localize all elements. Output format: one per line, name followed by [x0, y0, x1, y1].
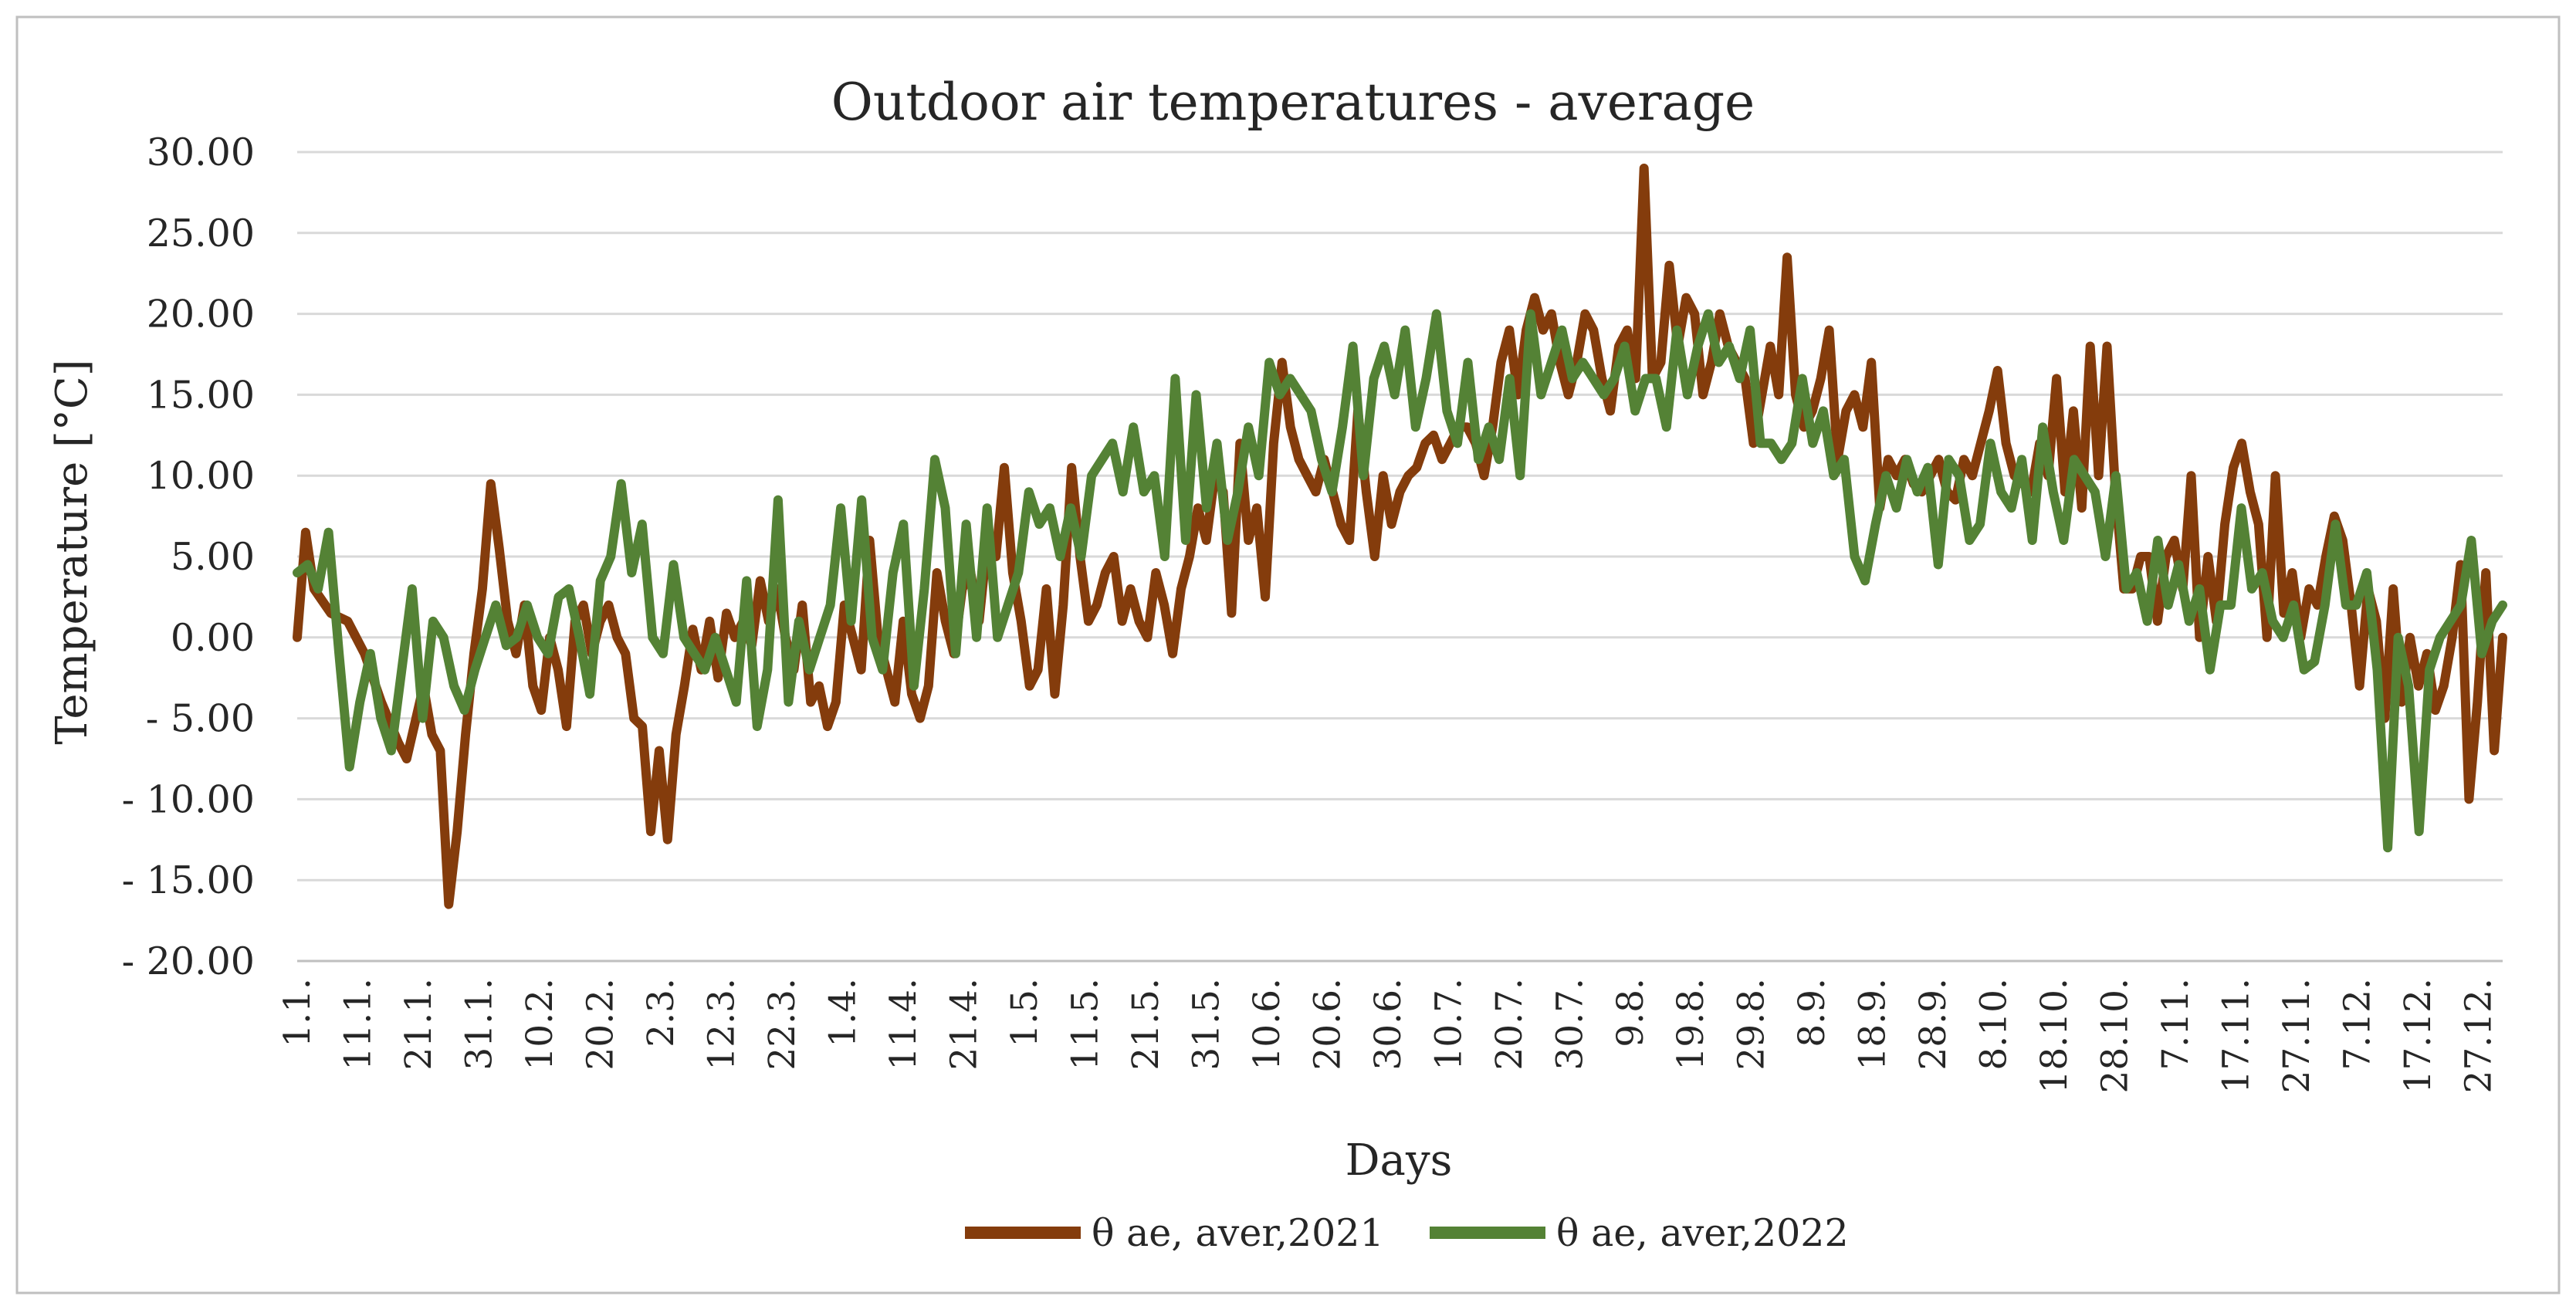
y-tick-label: 15.00	[147, 373, 255, 417]
x-tick-label: 20.7.	[1488, 978, 1531, 1071]
x-tick-label: 9.8.	[1610, 978, 1652, 1047]
x-tick-label: 29.8.	[1731, 978, 1773, 1071]
y-axis-ticks: 30.00 25.00 20.00 15.00 10.00 5.00 0.00 - 5.00 -…	[122, 130, 255, 983]
x-tick-label: 10.6.	[1246, 978, 1288, 1071]
x-tick-label: 8.10.	[1973, 978, 2016, 1071]
x-tick-label: 28.9.	[1912, 978, 1955, 1071]
y-tick-label: - 5.00	[146, 697, 255, 741]
x-tick-label: 17.11.	[2215, 978, 2258, 1094]
x-tick-label: 20.2.	[579, 978, 621, 1071]
x-tick-label: 30.7.	[1549, 978, 1591, 1071]
legend: θ ae, aver,2021 θ ae, aver,2022	[965, 1211, 1849, 1255]
x-tick-label: 11.4.	[882, 978, 925, 1071]
x-tick-label: 31.5.	[1185, 978, 1227, 1071]
x-tick-label: 20.6.	[1306, 978, 1349, 1071]
y-tick-label: 30.00	[147, 130, 255, 174]
series-line-2022	[293, 309, 2507, 853]
x-tick-label: 18.9.	[1852, 978, 1894, 1071]
x-tick-label: 7.12.	[2337, 978, 2379, 1071]
x-tick-label: 11.1.	[337, 978, 379, 1071]
x-tick-label: 10.7.	[1427, 978, 1470, 1071]
x-tick-label: 21.1.	[398, 978, 440, 1071]
x-tick-label: 19.8.	[1670, 978, 1712, 1071]
x-tick-label: 11.5.	[1064, 978, 1106, 1071]
x-tick-label: 31.1.	[458, 978, 500, 1071]
y-tick-label: 20.00	[147, 293, 255, 337]
series-lines	[293, 164, 2507, 909]
x-tick-label: 1.1.	[276, 978, 319, 1047]
x-tick-label: 10.2.	[519, 978, 561, 1071]
x-tick-label: 27.12.	[2458, 978, 2500, 1094]
x-tick-label: 1.5.	[1004, 978, 1046, 1047]
y-tick-label: 10.00	[147, 454, 255, 498]
x-tick-label: 1.4.	[821, 978, 864, 1047]
x-tick-label: 8.9.	[1791, 978, 1833, 1047]
chart-title: Outdoor air temperatures - average	[831, 73, 1755, 132]
series-line-2021	[293, 164, 2507, 909]
x-tick-label: 2.3.	[640, 978, 682, 1047]
x-tick-label: 18.10.	[2033, 978, 2076, 1094]
y-tick-label: 0.00	[171, 616, 255, 660]
x-tick-label: 21.4.	[943, 978, 985, 1071]
x-tick-label: 12.3.	[700, 978, 743, 1071]
chart-frame	[15, 15, 2561, 1294]
x-tick-label: 7.11.	[2155, 978, 2197, 1071]
y-tick-label: - 20.00	[122, 939, 255, 983]
x-tick-label: 22.3.	[761, 978, 804, 1071]
x-tick-label: 28.10.	[2094, 978, 2137, 1094]
x-tick-label: 17.12.	[2397, 978, 2439, 1094]
y-axis-label: Temperature [°C]	[47, 359, 97, 744]
y-tick-label: - 15.00	[122, 858, 255, 902]
legend-label-2022: θ ae, aver,2022	[1556, 1211, 1849, 1255]
y-tick-label: 25.00	[147, 212, 255, 255]
x-tick-label: 30.6.	[1367, 978, 1410, 1071]
x-axis-label: Days	[1346, 1135, 1453, 1186]
x-tick-label: 21.5.	[1125, 978, 1167, 1071]
y-tick-label: - 10.00	[122, 777, 255, 821]
y-tick-label: 5.00	[171, 535, 255, 579]
x-tick-label: 27.11.	[2276, 978, 2318, 1094]
x-axis-ticks: 1.1. 11.1. 21.1. 31.1. 10.2. 20.2. 2.3. 12.3. 22…	[276, 978, 2500, 1094]
legend-label-2021: θ ae, aver,2021	[1092, 1211, 1384, 1255]
